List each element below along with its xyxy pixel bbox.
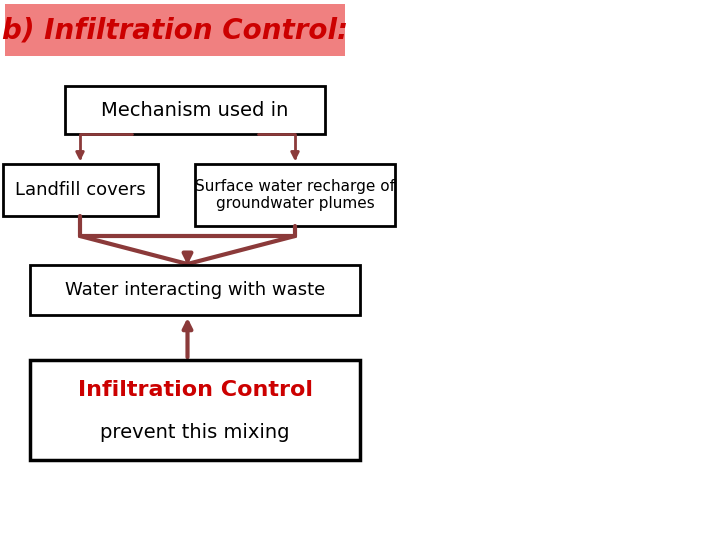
Text: b) Infiltration Control:: b) Infiltration Control: [2, 16, 348, 44]
Bar [2, 164, 158, 216]
Bar [30, 360, 360, 460]
Text: Water interacting with waste: Water interacting with waste [65, 281, 325, 299]
Text: prevent this mixing: prevent this mixing [100, 422, 289, 442]
Bar [65, 86, 325, 134]
Bar [30, 265, 360, 315]
Bar [195, 164, 395, 226]
Text: Surface water recharge of
groundwater plumes: Surface water recharge of groundwater pl… [195, 179, 395, 211]
Text: Infiltration Control: Infiltration Control [78, 380, 312, 400]
Bar [5, 4, 345, 56]
Text: Landfill covers: Landfill covers [14, 181, 145, 199]
Text: Mechanism used in: Mechanism used in [102, 100, 289, 119]
